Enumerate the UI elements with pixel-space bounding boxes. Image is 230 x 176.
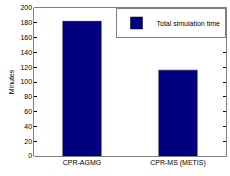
svg-text:200: 200 [20,4,32,11]
svg-text:20: 20 [24,138,32,145]
svg-text:60: 60 [24,108,32,115]
svg-text:100: 100 [20,78,32,85]
svg-text:Minutes: Minutes [8,69,15,94]
svg-text:180: 180 [20,19,32,26]
svg-text:CPR-AGMG: CPR-AGMG [63,159,102,166]
svg-text:0: 0 [28,152,32,159]
svg-text:120: 120 [20,64,32,71]
svg-text:40: 40 [24,123,32,130]
svg-text:Total simulation time: Total simulation time [157,20,221,27]
svg-text:140: 140 [20,49,32,56]
svg-text:160: 160 [20,34,32,41]
svg-text:CPR-MS (METIS): CPR-MS (METIS) [150,159,206,167]
svg-text:80: 80 [24,93,32,100]
